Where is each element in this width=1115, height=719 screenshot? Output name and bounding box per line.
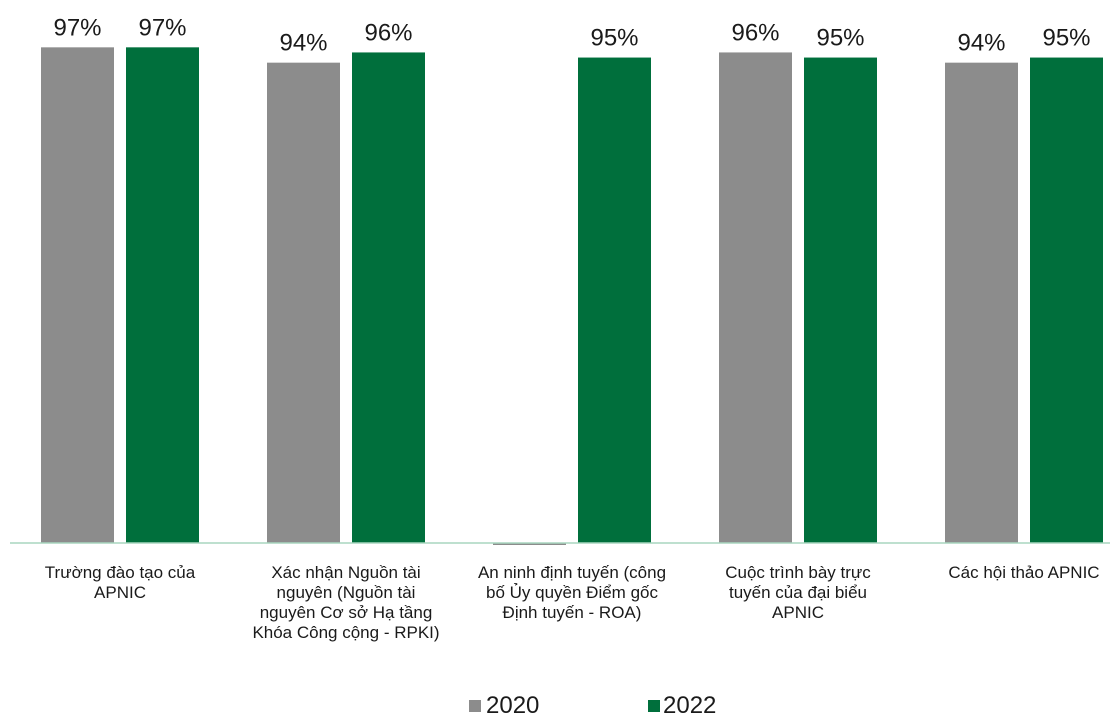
value-label-2022-4: 95% [1042,25,1090,52]
bar-2022-1 [352,52,425,543]
category-label-4: Các hội thảo APNIC [948,563,1099,582]
category-label-0: Trường đào tạo của APNIC [45,563,196,602]
value-label-2022-2: 95% [590,25,638,52]
value-label-2022-1: 96% [364,19,412,46]
legend-swatch-2022 [648,700,660,712]
category-label-3: Cuộc trình bày trực tuyến của đại biểu APN… [725,563,871,622]
value-label-2020-3: 96% [731,19,779,46]
value-label-2022-3: 95% [816,25,864,52]
bar-2020-2 [493,543,566,545]
bar-2020-1 [267,62,340,543]
value-label-2022-0: 97% [138,14,186,41]
bars-group [41,47,1103,545]
bar-2022-2 [578,57,651,544]
bar-2022-0 [126,47,199,544]
category-labels-group: Trường đào tạo của APNIC Xác nhận Nguồn tà… [45,563,1100,642]
bar-2020-0 [41,47,114,544]
category-label-1: Xác nhận Nguồn tài nguyên (Nguồn tài nguyê… [252,563,439,642]
category-label-2: An ninh định tuyến (công bố Ủy quyền Điểm… [478,563,666,622]
value-label-2020-4: 94% [957,30,1005,57]
value-label-2020-0: 97% [53,14,101,41]
legend: 2020 2022 [469,692,716,719]
value-labels-group: 97% 97% 94% 96% 95% 96% 95% 94% 95% [53,14,1090,56]
legend-label-2022: 2022 [663,692,716,719]
bar-2022-3 [804,57,877,544]
bar-2022-4 [1030,57,1103,544]
legend-label-2020: 2020 [486,692,539,719]
legend-swatch-2020 [469,700,481,712]
bar-2020-3 [719,52,792,543]
bar-2020-4 [945,62,1018,543]
value-label-2020-1: 94% [279,30,327,57]
